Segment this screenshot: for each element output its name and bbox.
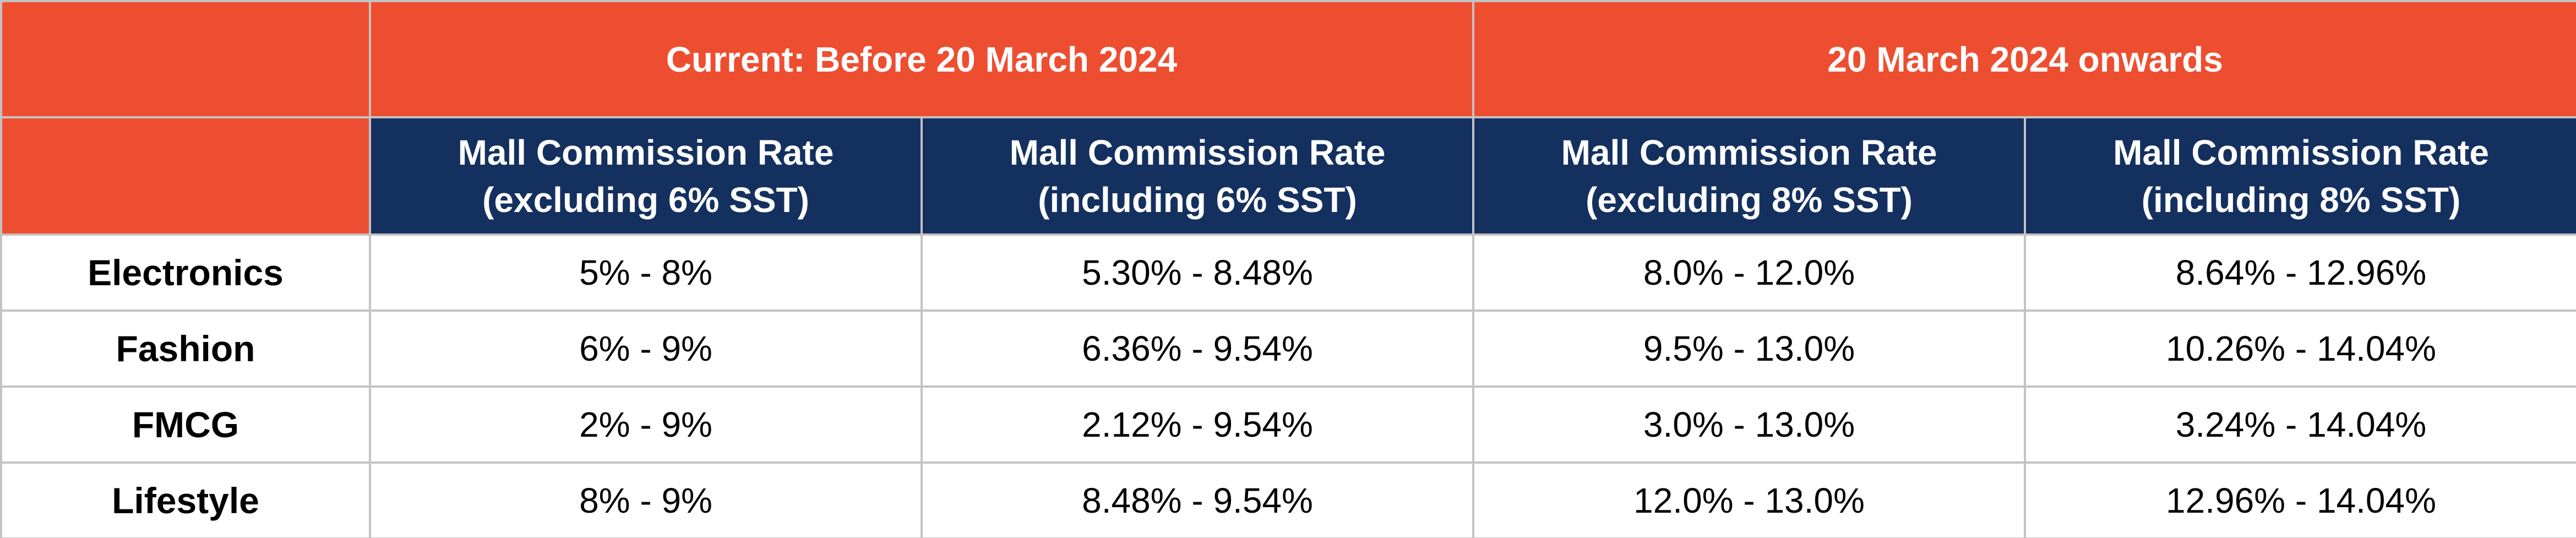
table-row: Fashion 6% - 9% 6.36% - 9.54% 9.5% - 13.…: [0, 309, 2576, 388]
table-cell: 8.48% - 9.54%: [921, 461, 1474, 538]
column-header-line2: (excluding 8% SST): [1586, 180, 1913, 220]
header-group-row: Current: Before 20 March 2024 20 March 2…: [0, 0, 2576, 118]
table-cell: 5.30% - 8.48%: [921, 233, 1474, 312]
row-label: Electronics: [0, 233, 371, 312]
column-header-line1: Mall Commission Rate: [2113, 132, 2489, 172]
table-cell: 12.96% - 14.04%: [2024, 461, 2576, 538]
header-column-row: Mall Commission Rate (excluding 6% SST) …: [0, 116, 2576, 236]
column-header-line1: Mall Commission Rate: [458, 132, 834, 172]
column-header-current-incl-sst: Mall Commission Rate (including 6% SST): [921, 116, 1474, 236]
column-header-line2: (excluding 6% SST): [482, 180, 809, 220]
table-cell: 9.5% - 13.0%: [1472, 309, 2026, 388]
corner-cell-top: [0, 0, 371, 118]
row-label: Lifestyle: [0, 461, 371, 538]
table-cell: 8.64% - 12.96%: [2024, 233, 2576, 312]
column-header-line1: Mall Commission Rate: [1561, 132, 1937, 172]
table-cell: 3.0% - 13.0%: [1472, 385, 2026, 464]
table-cell: 10.26% - 14.04%: [2024, 309, 2576, 388]
row-label: FMCG: [0, 385, 371, 464]
group-header-new: 20 March 2024 onwards: [1472, 0, 2576, 118]
table-cell: 5% - 8%: [369, 233, 923, 312]
column-header-new-incl-sst: Mall Commission Rate (including 8% SST): [2024, 116, 2576, 236]
table-cell: 2.12% - 9.54%: [921, 385, 1474, 464]
corner-cell-bottom: [0, 116, 371, 236]
column-header-current-excl-sst: Mall Commission Rate (excluding 6% SST): [369, 116, 923, 236]
table-cell: 3.24% - 14.04%: [2024, 385, 2576, 464]
table-row: Lifestyle 8% - 9% 8.48% - 9.54% 12.0% - …: [0, 461, 2576, 538]
table-row: FMCG 2% - 9% 2.12% - 9.54% 3.0% - 13.0% …: [0, 385, 2576, 464]
group-header-current: Current: Before 20 March 2024: [369, 0, 1474, 118]
table-cell: 2% - 9%: [369, 385, 923, 464]
table-cell: 8.0% - 12.0%: [1472, 233, 2026, 312]
table-cell: 12.0% - 13.0%: [1472, 461, 2026, 538]
table-cell: 6.36% - 9.54%: [921, 309, 1474, 388]
column-header-line2: (including 6% SST): [1038, 180, 1357, 220]
column-header-new-excl-sst: Mall Commission Rate (excluding 8% SST): [1472, 116, 2026, 236]
table-row: Electronics 5% - 8% 5.30% - 8.48% 8.0% -…: [0, 233, 2576, 312]
column-header-line2: (including 8% SST): [2141, 180, 2461, 220]
column-header-line1: Mall Commission Rate: [1009, 132, 1386, 172]
row-label: Fashion: [0, 309, 371, 388]
table-cell: 8% - 9%: [369, 461, 923, 538]
table-cell: 6% - 9%: [369, 309, 923, 388]
